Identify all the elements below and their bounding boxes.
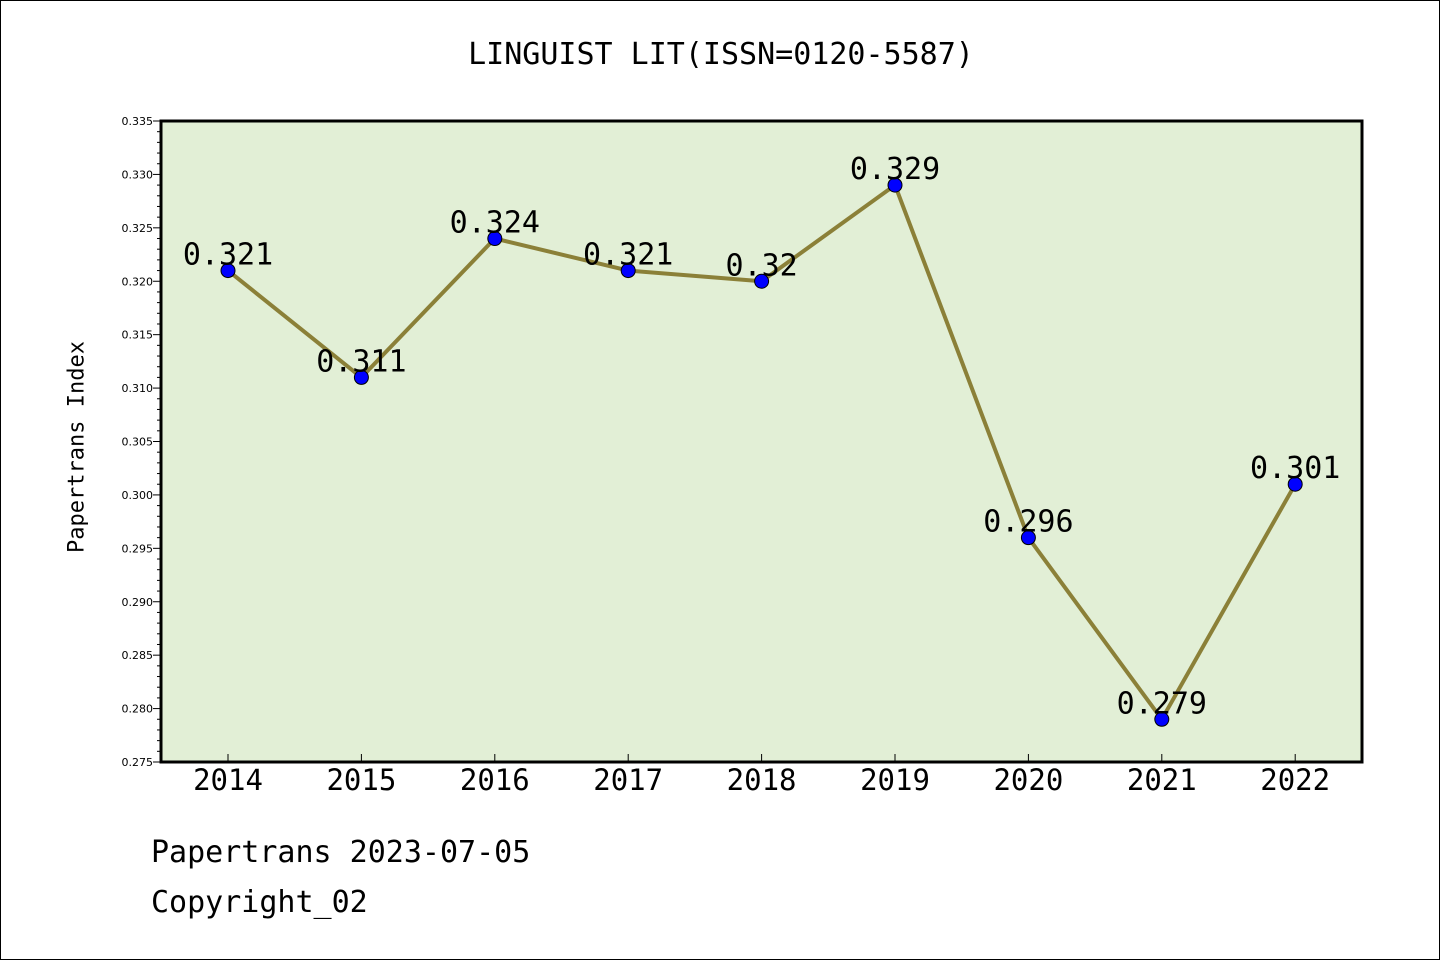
- data-label: 0.296: [983, 505, 1073, 540]
- x-tick-label: 2019: [860, 763, 930, 797]
- y-tick-label: 0.285: [122, 649, 154, 662]
- chart-title: LINGUIST LIT(ISSN=0120-5587): [468, 37, 974, 72]
- data-labels: 0.321 0.311 0.324 0.321 0.32 0.329 0.296 0.279 0…: [183, 152, 1341, 721]
- data-point-marker: [887, 177, 903, 193]
- data-label: 0.321: [183, 238, 273, 273]
- y-tick-label: 0.335: [122, 115, 154, 128]
- data-point-marker: [754, 273, 770, 289]
- x-axis: 2014 2015 2016 2017 2018 2019 2020 2021 2022: [193, 754, 1330, 797]
- data-point-marker: [620, 263, 636, 279]
- data-point-marker: [487, 231, 503, 247]
- y-tick-label: 0.275: [122, 756, 154, 769]
- data-point-marker: [1287, 476, 1303, 492]
- data-label: 0.329: [850, 152, 940, 187]
- footer-date-line: Papertrans 2023-07-05: [151, 835, 531, 870]
- y-tick-label: 0.315: [122, 329, 154, 342]
- x-tick-label: 2021: [1127, 763, 1197, 797]
- y-tick-label: 0.300: [122, 489, 154, 502]
- x-tick-label: 2018: [727, 763, 797, 797]
- y-tick-label: 0.330: [122, 168, 154, 181]
- x-tick-label: 2015: [326, 763, 396, 797]
- y-tick-label: 0.305: [122, 436, 154, 449]
- y-tick-label: 0.290: [122, 596, 154, 609]
- data-point-marker: [1154, 711, 1170, 727]
- y-tick-label: 0.310: [122, 382, 154, 395]
- data-label: 0.311: [316, 344, 406, 379]
- data-label: 0.32: [725, 248, 797, 283]
- plot-area: [161, 121, 1362, 762]
- data-point-marker: [353, 369, 369, 385]
- y-tick-label: 0.320: [122, 275, 154, 288]
- data-label: 0.279: [1117, 686, 1207, 721]
- x-tick-label: 2016: [460, 763, 530, 797]
- data-label: 0.324: [450, 206, 540, 241]
- y-tick-label: 0.325: [122, 222, 154, 235]
- x-tick-label: 2014: [193, 763, 263, 797]
- series-markers: [220, 177, 1303, 727]
- y-tick-label: 0.280: [122, 703, 154, 716]
- x-tick-label: 2017: [593, 763, 663, 797]
- data-label: 0.321: [583, 238, 673, 273]
- x-tick-label: 2020: [993, 763, 1063, 797]
- y-axis: 0.275 0.280 0.285 0.290 0.295 0.300 0.305 0.310…: [122, 115, 161, 769]
- y-tick-label: 0.295: [122, 542, 154, 555]
- plot-border: [159, 119, 1364, 764]
- x-tick-label: 2022: [1260, 763, 1330, 797]
- footer-copyright: Copyright_02: [151, 885, 368, 920]
- data-point-marker: [1020, 530, 1036, 546]
- data-label: 0.301: [1250, 451, 1340, 486]
- data-point-marker: [220, 263, 236, 279]
